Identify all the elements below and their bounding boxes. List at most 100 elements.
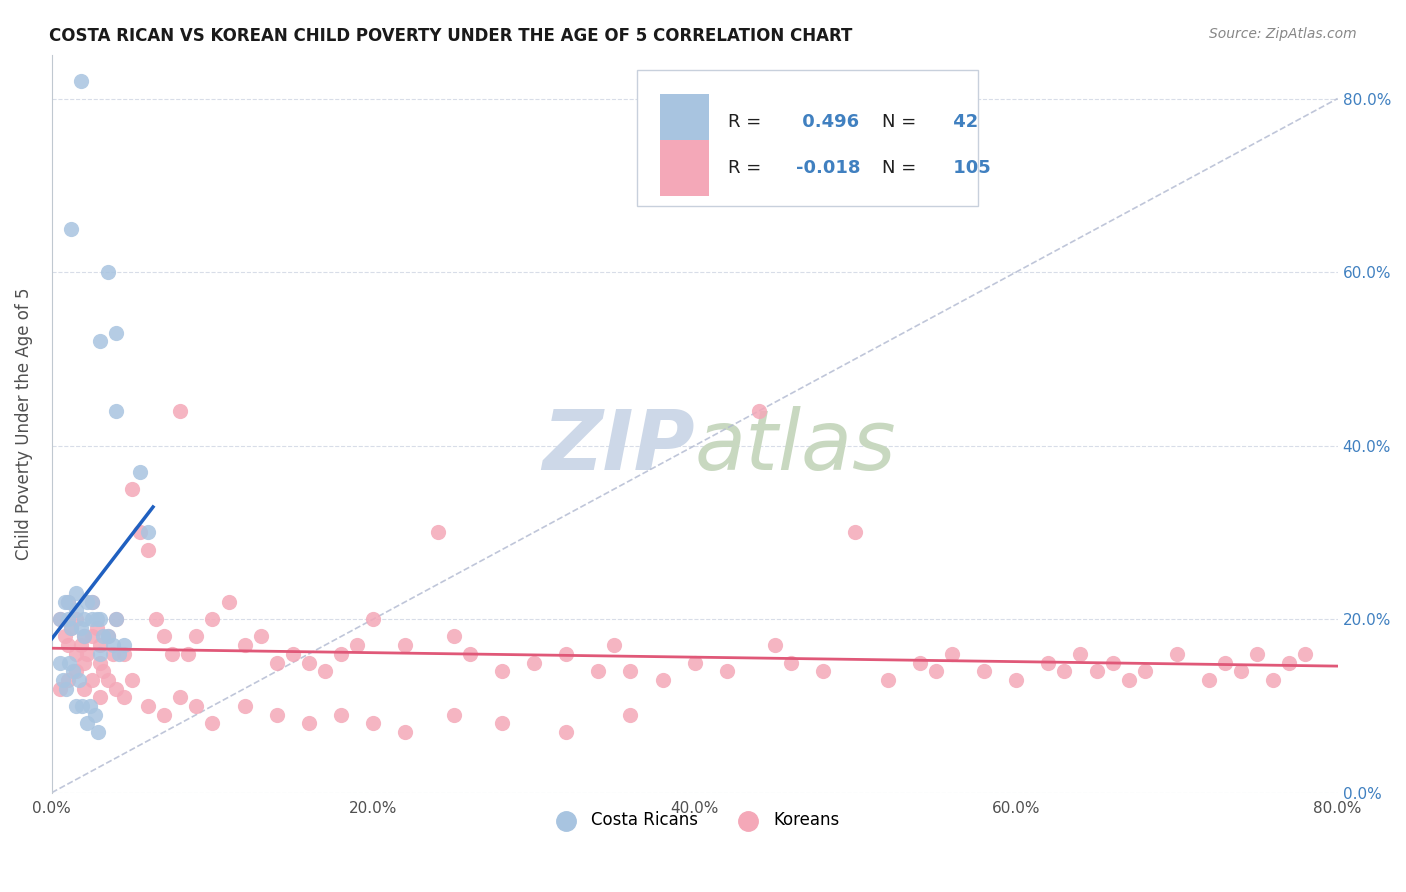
Point xyxy=(844,525,866,540)
Point xyxy=(73,612,96,626)
Point xyxy=(49,612,72,626)
Point xyxy=(1085,664,1108,678)
Point xyxy=(91,630,114,644)
Point xyxy=(1133,664,1156,678)
Point xyxy=(73,630,96,644)
Point xyxy=(330,707,353,722)
Point xyxy=(84,707,107,722)
Point xyxy=(60,621,83,635)
Point xyxy=(908,656,931,670)
Point xyxy=(361,612,384,626)
Point xyxy=(619,707,641,722)
Text: ZIP: ZIP xyxy=(543,406,695,486)
Text: R =: R = xyxy=(728,112,762,131)
Point xyxy=(201,716,224,731)
Point xyxy=(67,673,90,687)
Point xyxy=(86,621,108,635)
Point xyxy=(813,664,835,678)
Text: COSTA RICAN VS KOREAN CHILD POVERTY UNDER THE AGE OF 5 CORRELATION CHART: COSTA RICAN VS KOREAN CHILD POVERTY UNDE… xyxy=(49,27,852,45)
Point xyxy=(129,465,152,479)
Point xyxy=(76,716,98,731)
Point xyxy=(1295,647,1317,661)
Point xyxy=(80,630,103,644)
Point xyxy=(136,525,159,540)
Point xyxy=(876,673,898,687)
Point xyxy=(298,656,321,670)
Point xyxy=(748,404,770,418)
Point xyxy=(97,673,120,687)
Point xyxy=(53,630,76,644)
Point xyxy=(89,334,111,349)
Point xyxy=(249,630,271,644)
Point xyxy=(76,647,98,661)
Point xyxy=(65,612,87,626)
Point xyxy=(555,725,578,739)
Text: R =: R = xyxy=(728,159,762,178)
Point xyxy=(443,707,465,722)
Text: Source: ZipAtlas.com: Source: ZipAtlas.com xyxy=(1209,27,1357,41)
Point xyxy=(86,612,108,626)
Point xyxy=(233,698,256,713)
Point xyxy=(1198,673,1220,687)
Legend: Costa Ricans, Koreans: Costa Ricans, Koreans xyxy=(543,805,846,836)
Point xyxy=(89,656,111,670)
Point xyxy=(1069,647,1091,661)
Point xyxy=(65,698,87,713)
Point xyxy=(153,707,176,722)
Point xyxy=(79,698,101,713)
Point xyxy=(153,630,176,644)
Point xyxy=(973,664,995,678)
Text: 0.496: 0.496 xyxy=(796,112,859,131)
Point xyxy=(169,690,191,705)
Point xyxy=(49,656,72,670)
Point xyxy=(394,638,416,652)
Point xyxy=(56,673,79,687)
Point xyxy=(346,638,368,652)
Point xyxy=(555,647,578,661)
Point xyxy=(266,656,288,670)
Point xyxy=(105,326,128,340)
Point xyxy=(201,612,224,626)
Point xyxy=(1278,656,1301,670)
Point xyxy=(763,638,786,652)
Point xyxy=(101,638,124,652)
Point xyxy=(458,647,481,661)
Point xyxy=(361,716,384,731)
Point xyxy=(941,647,963,661)
Point xyxy=(56,595,79,609)
Point xyxy=(394,725,416,739)
Point xyxy=(1230,664,1253,678)
Point xyxy=(69,638,91,652)
Point xyxy=(65,603,87,617)
Point xyxy=(73,656,96,670)
Point xyxy=(91,664,114,678)
Point xyxy=(1213,656,1236,670)
Point xyxy=(619,664,641,678)
Point xyxy=(177,647,200,661)
Point xyxy=(586,664,609,678)
Point xyxy=(58,656,80,670)
Point xyxy=(80,595,103,609)
Point xyxy=(72,698,94,713)
Text: N =: N = xyxy=(883,112,917,131)
Text: 105: 105 xyxy=(946,159,990,178)
Point xyxy=(56,612,79,626)
Point xyxy=(136,698,159,713)
Point xyxy=(186,630,208,644)
Point xyxy=(105,404,128,418)
Point xyxy=(716,664,738,678)
Point xyxy=(683,656,706,670)
Point xyxy=(281,647,304,661)
Y-axis label: Child Poverty Under the Age of 5: Child Poverty Under the Age of 5 xyxy=(15,287,32,560)
Point xyxy=(62,664,84,678)
Point xyxy=(60,221,83,235)
Point xyxy=(97,630,120,644)
Point xyxy=(1038,656,1060,670)
Point xyxy=(56,638,79,652)
Point xyxy=(97,630,120,644)
Point xyxy=(112,647,135,661)
Point xyxy=(65,586,87,600)
Point xyxy=(162,647,184,661)
Point xyxy=(73,630,96,644)
Point xyxy=(89,638,111,652)
